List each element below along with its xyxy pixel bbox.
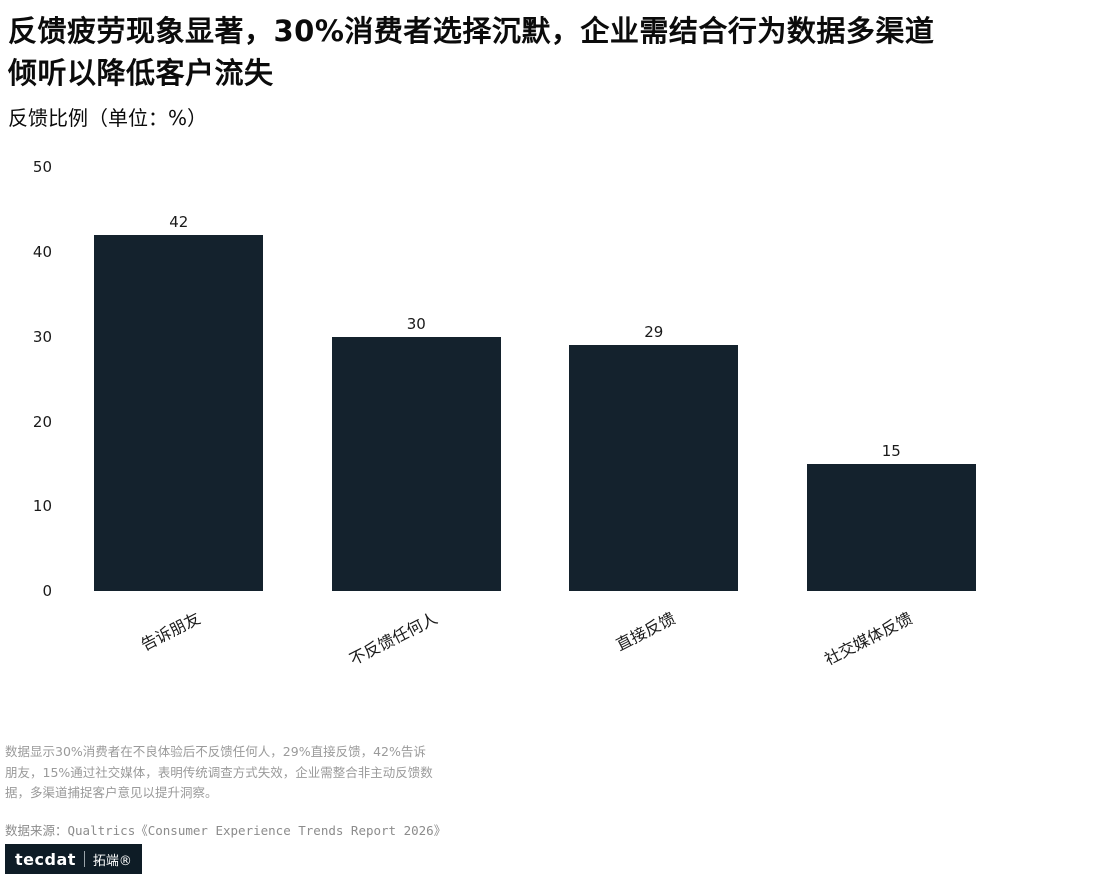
bar-group-direct-feedback: 29 直接反馈 [535, 167, 773, 655]
bar-value-label: 29 [644, 323, 664, 342]
y-tick-0: 0 [42, 582, 52, 601]
y-tick-40: 40 [32, 242, 52, 261]
y-axis: 0 10 20 30 40 50 [8, 158, 60, 600]
plot-area: 42 告诉朋友 30 不反馈任何人 29 直接反馈 15 社交媒体反馈 [60, 167, 1011, 669]
y-tick-20: 20 [32, 412, 52, 431]
x-axis-label: 不反馈任何人 [346, 608, 441, 670]
bar-tell-friends [94, 234, 264, 592]
data-source: 数据来源：Qualtrics《Consumer Experience Trend… [5, 823, 447, 838]
logo-divider [83, 851, 85, 867]
y-tick-10: 10 [32, 497, 52, 516]
chart-subtitle: 反馈比例（单位：%） [8, 106, 208, 131]
bar-value-label: 30 [406, 314, 426, 333]
bar-group-social-media: 15 社交媒体反馈 [773, 167, 1011, 669]
logo-brand-text: tecdat [15, 849, 76, 869]
page-title: 反馈疲劳现象显著，30%消费者选择沉默，企业需结合行为数据多渠道 倾听以降低客户… [8, 14, 935, 91]
bar-value-label: 15 [881, 441, 901, 460]
y-tick-30: 30 [32, 327, 52, 346]
footnote: 数据显示30%消费者在不良体验后不反馈任何人，29%直接反馈，42%告诉朋友，1… [5, 744, 433, 801]
bar-group-no-feedback: 30 不反馈任何人 [298, 167, 536, 669]
bar-direct-feedback [569, 345, 739, 592]
x-axis-label: 直接反馈 [612, 608, 679, 655]
y-tick-50: 50 [32, 158, 52, 177]
x-axis-label: 社交媒体反馈 [821, 608, 916, 670]
bar-social-media [806, 463, 976, 592]
bar-value-label: 42 [169, 212, 189, 231]
bar-chart: 0 10 20 30 40 50 42 告诉朋友 30 不反馈任何人 29 直接… [8, 158, 1011, 669]
logo-brand-cn: 拓端® [92, 853, 132, 869]
bar-no-feedback [331, 336, 501, 592]
bar-group-tell-friends: 42 告诉朋友 [60, 167, 298, 655]
tecdat-logo: tecdat 拓端® [5, 844, 142, 874]
x-axis-label: 告诉朋友 [137, 608, 204, 655]
